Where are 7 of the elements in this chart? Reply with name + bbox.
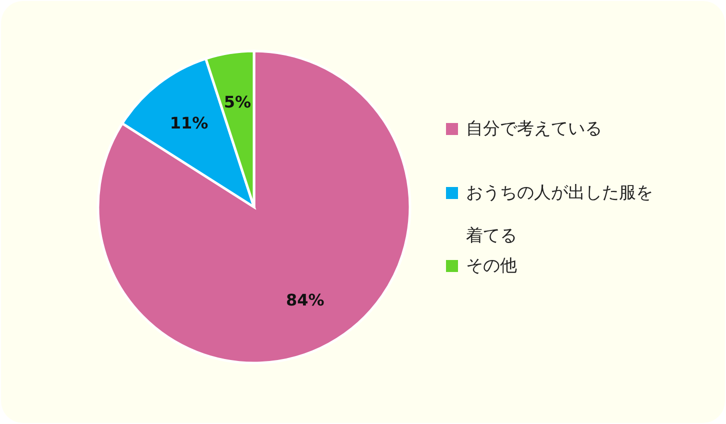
data-label: 5% (224, 92, 251, 112)
data-label: 11% (170, 114, 208, 133)
data-label: 84% (286, 290, 324, 310)
pie-slice (96, 50, 412, 364)
category-label: おうちの人が出した服を着てる (466, 183, 653, 246)
legend-label: 自分で考えている (466, 119, 602, 139)
legend-label: その他 (466, 256, 517, 276)
